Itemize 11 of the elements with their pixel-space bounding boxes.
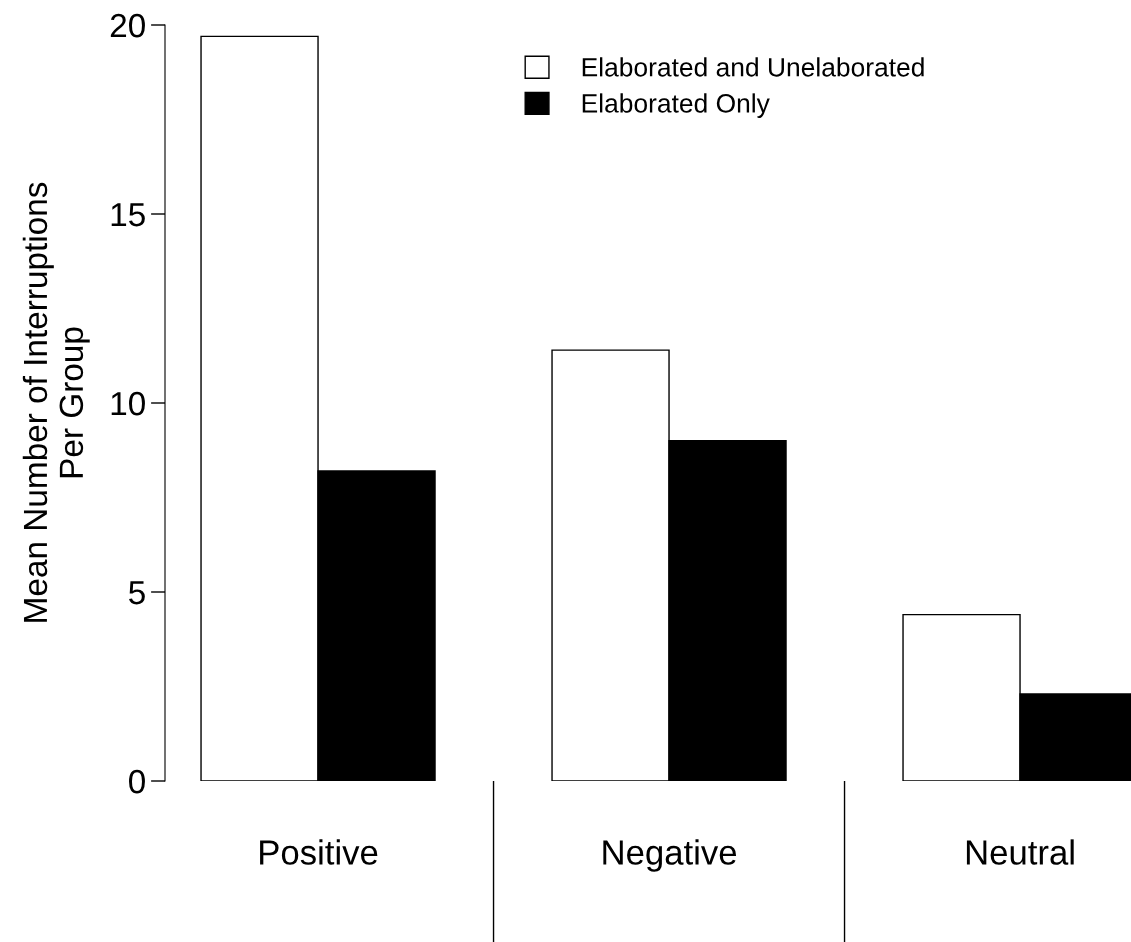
x-tick-label: Positive xyxy=(260,839,378,865)
legend-label: Elaborated Only xyxy=(582,93,770,118)
y-tick-label: 5 xyxy=(129,581,145,605)
legend-label: Elaborated and Unelaborated xyxy=(582,57,924,77)
y-axis-title: Mean Number of Interruptions Per Group xyxy=(22,182,90,622)
y-tick-label: 0 xyxy=(129,769,145,794)
y-tick-label: 15 xyxy=(111,203,145,227)
y-tick-label: 10 xyxy=(111,391,145,416)
y-tick-label: 20 xyxy=(110,13,145,38)
x-tick-label: Neutral xyxy=(966,839,1074,865)
x-tick-label: Negative xyxy=(603,839,737,872)
